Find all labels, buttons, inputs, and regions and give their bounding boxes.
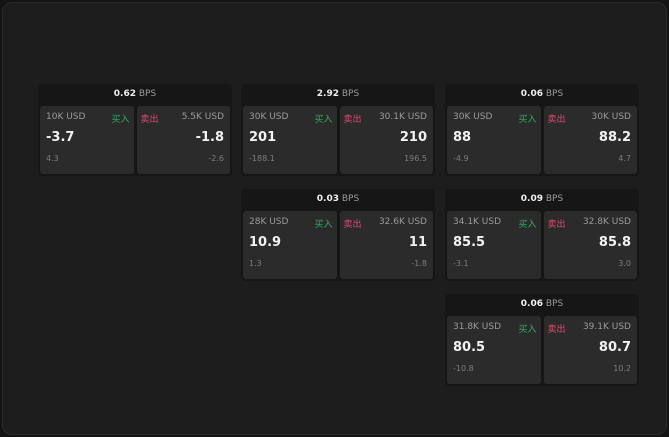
- buy-change: -10.8: [453, 364, 474, 373]
- buy-price: -3.7: [46, 130, 75, 145]
- spread-unit: BPS: [138, 89, 157, 99]
- buy-button[interactable]: 10K USD 买入 -3.7 4.3: [40, 106, 134, 174]
- buy-button[interactable]: 34.1K USD 买入 85.5 -3.1: [447, 211, 541, 279]
- spread-header: 0.62 BPS: [38, 84, 232, 105]
- buy-price: 85.5: [453, 235, 486, 250]
- sell-button[interactable]: 卖出 39.1K USD 80.7 10.2: [543, 316, 637, 384]
- price-tile: 0.06 BPS 30K USD 买入 88 -4.9 卖出 30K USD 8…: [445, 84, 639, 176]
- price-tile: 0.03 BPS 28K USD 买入 10.9 1.3 卖出 32.6K US…: [241, 189, 435, 281]
- spread-unit: BPS: [341, 89, 360, 99]
- sell-price: 88.2: [598, 130, 631, 145]
- spread-header: 0.06 BPS: [445, 294, 639, 315]
- sell-quantity: 39.1K USD: [582, 322, 631, 332]
- sell-change: 4.7: [618, 154, 631, 163]
- buy-button[interactable]: 30K USD 买入 201 -188.1: [243, 106, 337, 174]
- buy-change: -188.1: [249, 154, 275, 163]
- sell-button[interactable]: 卖出 32.6K USD 11 -1.8: [339, 211, 433, 279]
- spread-value: 0.62: [113, 89, 136, 99]
- price-tile: 2.92 BPS 30K USD 买入 201 -188.1 卖出 30.1K …: [241, 84, 435, 176]
- price-tile: 0.62 BPS 10K USD 买入 -3.7 4.3 卖出 5.5K USD…: [38, 84, 232, 176]
- buy-change: -4.9: [453, 154, 469, 163]
- buy-label: 买入: [111, 115, 130, 125]
- buy-quantity: 28K USD: [249, 217, 289, 227]
- sell-button[interactable]: 卖出 30.1K USD 210 196.5: [339, 106, 433, 174]
- buy-label: 买入: [518, 115, 537, 125]
- sell-button[interactable]: 卖出 5.5K USD -1.8 -2.6: [136, 106, 230, 174]
- buy-button[interactable]: 30K USD 买入 88 -4.9: [447, 106, 541, 174]
- sell-change: 196.5: [404, 154, 427, 163]
- sell-price: -1.8: [195, 130, 224, 145]
- spread-unit: BPS: [545, 194, 564, 204]
- spread-unit: BPS: [545, 89, 564, 99]
- sell-label: 卖出: [547, 325, 566, 335]
- buy-label: 买入: [314, 220, 333, 230]
- spread-header: 0.06 BPS: [445, 84, 639, 105]
- sell-button[interactable]: 卖出 30K USD 88.2 4.7: [543, 106, 637, 174]
- buy-quantity: 10K USD: [46, 112, 86, 122]
- buy-label: 买入: [518, 325, 537, 335]
- buy-label: 买入: [314, 115, 333, 125]
- buy-label: 买入: [518, 220, 537, 230]
- spread-unit: BPS: [341, 194, 360, 204]
- spread-value: 0.03: [316, 194, 339, 204]
- spread-value: 0.06: [520, 89, 543, 99]
- buy-quantity: 34.1K USD: [453, 217, 502, 227]
- price-tile: 0.06 BPS 31.8K USD 买入 80.5 -10.8 卖出 39.1…: [445, 294, 639, 386]
- buy-button[interactable]: 31.8K USD 买入 80.5 -10.8: [447, 316, 541, 384]
- spread-header: 0.03 BPS: [241, 189, 435, 210]
- spread-value: 2.92: [316, 89, 339, 99]
- sell-label: 卖出: [343, 220, 362, 230]
- buy-price: 10.9: [249, 235, 282, 250]
- sell-label: 卖出: [140, 115, 159, 125]
- spread-value: 0.09: [520, 194, 543, 204]
- spread-header: 0.09 BPS: [445, 189, 639, 210]
- price-tile: 0.09 BPS 34.1K USD 买入 85.5 -3.1 卖出 32.8K…: [445, 189, 639, 281]
- buy-quantity: 31.8K USD: [453, 322, 502, 332]
- sell-change: 3.0: [618, 259, 631, 268]
- sell-change: -1.8: [411, 259, 427, 268]
- buy-change: -3.1: [453, 259, 469, 268]
- buy-price: 201: [249, 130, 277, 145]
- sell-label: 卖出: [547, 220, 566, 230]
- buy-quantity: 30K USD: [453, 112, 493, 122]
- spread-unit: BPS: [545, 299, 564, 309]
- sell-quantity: 30.1K USD: [378, 112, 427, 122]
- buy-change: 4.3: [46, 154, 59, 163]
- buy-change: 1.3: [249, 259, 262, 268]
- sell-price: 85.8: [598, 235, 631, 250]
- sell-quantity: 30K USD: [591, 112, 631, 122]
- sell-button[interactable]: 卖出 32.8K USD 85.8 3.0: [543, 211, 637, 279]
- sell-quantity: 32.8K USD: [582, 217, 631, 227]
- sell-change: -2.6: [208, 154, 224, 163]
- spread-header: 2.92 BPS: [241, 84, 435, 105]
- buy-price: 88: [453, 130, 472, 145]
- sell-quantity: 32.6K USD: [378, 217, 427, 227]
- sell-price: 11: [408, 235, 427, 250]
- buy-price: 80.5: [453, 340, 486, 355]
- sell-change: 10.2: [613, 364, 631, 373]
- sell-label: 卖出: [343, 115, 362, 125]
- sell-label: 卖出: [547, 115, 566, 125]
- sell-price: 80.7: [598, 340, 631, 355]
- sell-quantity: 5.5K USD: [181, 112, 224, 122]
- sell-price: 210: [399, 130, 427, 145]
- spread-value: 0.06: [520, 299, 543, 309]
- buy-button[interactable]: 28K USD 买入 10.9 1.3: [243, 211, 337, 279]
- buy-quantity: 30K USD: [249, 112, 289, 122]
